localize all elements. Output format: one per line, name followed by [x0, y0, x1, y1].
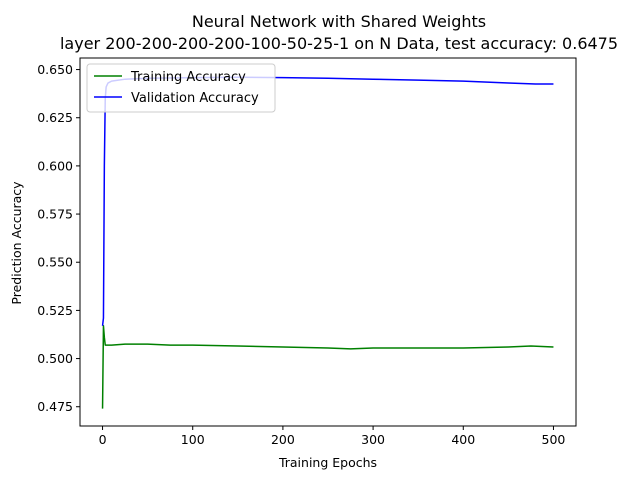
x-tick-label: 100 — [181, 432, 205, 447]
y-tick-label: 0.500 — [37, 351, 73, 366]
legend-label-training: Training Accuracy — [130, 70, 246, 85]
x-axis-label: Training Epochs — [278, 455, 377, 470]
axes-frame — [79, 57, 577, 427]
chart-title: Neural Network with Shared Weights — [192, 12, 486, 31]
y-axis: 0.475 0.500 0.525 0.550 0.575 0.600 0.625 0.650 — [37, 62, 80, 414]
y-tick-label: 0.575 — [37, 207, 73, 222]
x-tick-label: 400 — [451, 432, 475, 447]
y-axis-label: Prediction Accuracy — [9, 181, 24, 305]
x-axis: 0 100 200 300 400 500 — [99, 426, 566, 447]
legend-box — [86, 63, 276, 113]
chart-subtitle: layer 200-200-200-200-100-50-25-1 on N D… — [60, 34, 618, 53]
series-layer — [101, 76, 554, 409]
x-tick-label: 200 — [271, 432, 295, 447]
validation-accuracy-line — [101, 76, 554, 326]
y-tick-label: 0.650 — [37, 62, 73, 77]
plot-area — [79, 57, 577, 427]
y-tick-label: 0.525 — [37, 303, 73, 318]
y-tick-label: 0.600 — [37, 158, 73, 173]
x-tick-label: 500 — [542, 432, 566, 447]
training-accuracy-line — [101, 325, 554, 409]
y-tick-label: 0.625 — [37, 110, 73, 125]
legend: Training Accuracy Validation Accuracy — [86, 63, 276, 113]
x-tick-label: 300 — [361, 432, 385, 447]
y-tick-label: 0.475 — [37, 399, 73, 414]
x-tick-label: 0 — [99, 432, 107, 447]
legend-label-validation: Validation Accuracy — [131, 91, 259, 106]
y-tick-label: 0.550 — [37, 255, 73, 270]
